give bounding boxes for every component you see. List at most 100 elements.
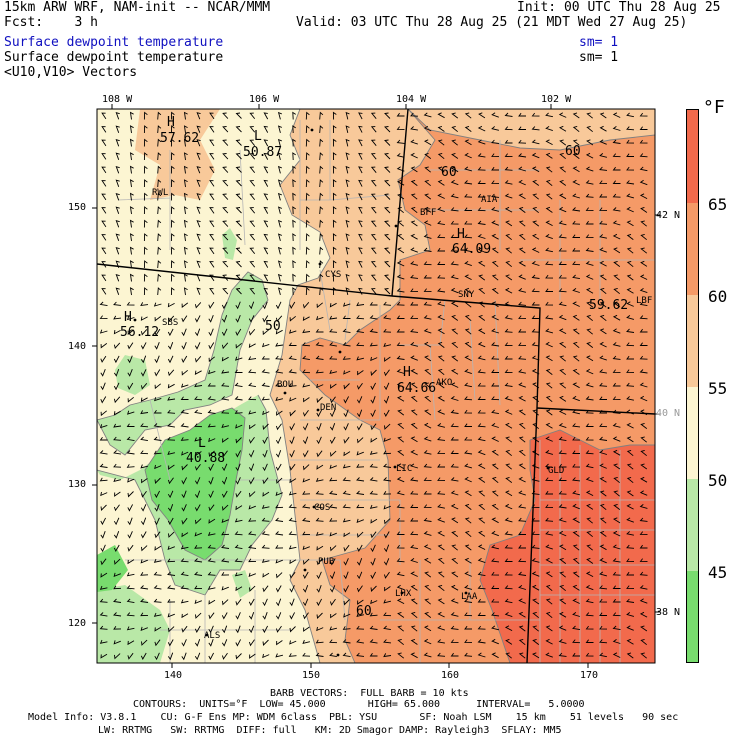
wind-barb	[437, 557, 445, 565]
vector-label: <U10,V10> Vectors	[4, 65, 138, 80]
wind-barb	[437, 463, 445, 468]
wind-barb	[126, 598, 135, 604]
wind-barb	[221, 356, 229, 362]
wind-barb	[181, 369, 188, 376]
legend-unit: °F	[703, 97, 725, 118]
wind-barb	[410, 274, 419, 279]
wind-barb	[99, 598, 108, 603]
wind-barb	[319, 165, 324, 174]
wind-barb	[292, 233, 296, 242]
wind-barb	[222, 139, 229, 146]
wind-barb	[277, 138, 282, 147]
wind-barb	[410, 126, 418, 131]
wind-barb	[545, 261, 554, 266]
wind-barb	[263, 179, 269, 187]
wind-barb	[464, 463, 473, 469]
wind-barb	[613, 463, 621, 470]
wind-barb	[358, 287, 363, 295]
wind-barb	[302, 504, 311, 509]
wind-barb	[157, 233, 162, 242]
wind-barb	[612, 233, 621, 240]
wind-barb	[639, 611, 648, 618]
wind-barb	[504, 206, 513, 213]
wind-barb	[477, 355, 486, 361]
wind-barb	[343, 599, 350, 606]
wind-barb	[518, 193, 526, 200]
wind-barb	[167, 355, 174, 364]
wind-barb	[626, 625, 634, 631]
wind-barb	[464, 598, 473, 603]
wind-barb	[235, 166, 242, 173]
wind-barb	[640, 260, 648, 267]
wind-barb	[532, 409, 539, 416]
wind-barb	[140, 490, 147, 498]
wind-barb	[370, 274, 377, 281]
wind-barb	[532, 220, 540, 227]
wind-barb	[154, 639, 161, 647]
wind-barb	[464, 234, 473, 239]
wind-barb	[235, 207, 242, 214]
wind-barb	[292, 125, 296, 134]
wind-barb	[194, 437, 203, 442]
wind-barb	[315, 490, 324, 495]
wind-barb	[626, 585, 635, 590]
wind-barb	[572, 112, 580, 119]
wind-barb	[275, 329, 283, 335]
wind-barb	[532, 382, 540, 389]
wind-barb	[157, 152, 162, 161]
wind-barb	[100, 410, 107, 417]
wind-barb	[464, 328, 472, 335]
wind-barb	[221, 571, 230, 576]
wind-barb	[99, 639, 108, 644]
wind-barb	[143, 125, 148, 134]
wind-barb	[356, 315, 365, 320]
wind-barb	[181, 532, 189, 538]
wind-barb	[332, 165, 337, 174]
wind-barb	[208, 328, 214, 337]
wind-barb	[302, 545, 310, 551]
smoothing-secondary: sm= 1	[579, 50, 619, 65]
wind-barb	[289, 585, 295, 593]
wind-barb	[518, 395, 526, 402]
dewpoint-band-40-45	[97, 408, 245, 592]
wind-barb	[329, 639, 338, 644]
wind-barb	[140, 559, 148, 564]
wind-barb	[342, 356, 351, 360]
wind-barb	[183, 179, 188, 188]
wind-barb	[464, 571, 472, 577]
wind-barb	[316, 612, 323, 619]
station-laa: LAA	[461, 592, 478, 602]
wind-barb	[531, 112, 540, 117]
wind-barb	[275, 450, 282, 458]
wind-barb	[234, 518, 243, 523]
wind-barb	[342, 342, 351, 347]
wind-barb	[397, 247, 405, 254]
wind-barb	[140, 626, 148, 632]
wind-barb	[207, 571, 216, 576]
wind-barb	[437, 112, 445, 119]
wind-barb	[100, 572, 108, 578]
wind-barb	[100, 355, 107, 363]
wind-barb	[289, 423, 295, 431]
wind-barb	[505, 220, 513, 227]
wind-barb	[478, 301, 485, 308]
wind-barb	[599, 530, 607, 537]
wind-barb	[167, 585, 176, 590]
wind-barb	[626, 126, 635, 131]
wind-barb	[113, 423, 122, 428]
wind-barb	[319, 192, 324, 201]
wind-barb	[345, 273, 350, 282]
wind-barb	[302, 342, 311, 347]
wind-barb	[329, 315, 338, 320]
wind-barb	[221, 423, 230, 428]
wind-barb	[450, 450, 459, 454]
wind-barb	[384, 234, 391, 241]
wind-barb	[518, 369, 526, 374]
wind-barb	[222, 112, 229, 119]
wind-barb	[437, 423, 446, 428]
wind-barb	[275, 517, 284, 522]
wind-barb	[235, 424, 243, 429]
wind-barb	[384, 126, 391, 133]
wind-barb	[183, 138, 188, 147]
wind-barb	[263, 206, 269, 214]
